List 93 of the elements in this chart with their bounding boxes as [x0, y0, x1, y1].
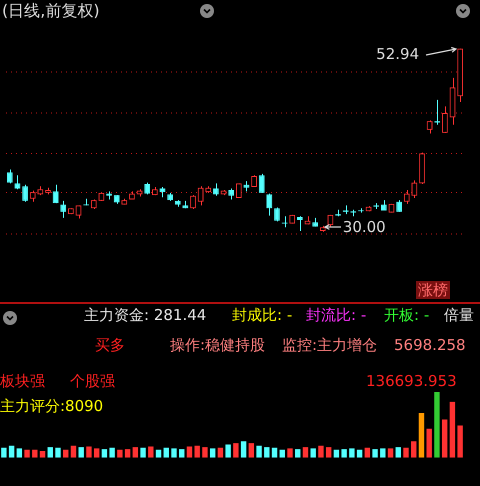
bar: [186, 446, 192, 458]
text: 板块强: [0, 372, 45, 391]
bar: [24, 450, 30, 458]
candlestick: [258, 173, 265, 194]
bar: [210, 448, 216, 458]
bar: [426, 428, 432, 458]
bar: [32, 450, 38, 458]
bar: [86, 446, 92, 458]
text: 涨榜: [416, 281, 450, 299]
bar: [179, 449, 184, 458]
bar: [280, 450, 285, 458]
candlestick: [14, 174, 20, 190]
bar: [326, 447, 332, 458]
candlestick: [297, 216, 303, 232]
bar: [264, 447, 270, 458]
bar: [109, 448, 115, 458]
bar: [318, 446, 324, 458]
bar: [94, 448, 100, 458]
bar: [310, 448, 316, 458]
chart-subtitle: (日线,前复权): [2, 1, 100, 22]
bar: [78, 447, 84, 458]
candlestick: [266, 193, 272, 216]
bar: [295, 449, 300, 458]
candlestick: [198, 186, 204, 206]
bar: [248, 443, 254, 458]
bar: [132, 447, 138, 458]
text: 倍量: [444, 306, 474, 325]
text: 监控:主力增仓: [282, 336, 378, 355]
bar: [148, 446, 154, 458]
bar: [341, 449, 347, 458]
annotation: 30.00: [342, 218, 386, 236]
bar: [411, 441, 416, 458]
candlestick: [412, 180, 418, 199]
bar: [287, 448, 293, 458]
text: 封成比: -: [232, 306, 292, 325]
candlestick: [160, 186, 166, 198]
bar: [164, 448, 169, 458]
text: 个股强: [70, 372, 115, 391]
annotation: 52.94: [376, 44, 420, 63]
bar: [302, 447, 308, 458]
bar: [450, 402, 456, 458]
candlestick: [22, 184, 28, 202]
bar: [1, 448, 7, 458]
bar: [16, 448, 22, 458]
bar: [349, 448, 355, 458]
text: 136693.953: [366, 372, 457, 390]
text: 买多: [95, 336, 125, 355]
bar: [156, 450, 162, 458]
bar: [48, 447, 53, 458]
bar: [171, 448, 177, 458]
bar: [117, 450, 123, 458]
text: 操作:稳健持股: [170, 336, 266, 355]
text: 主力资金: 281.44: [84, 306, 206, 325]
bar: [256, 446, 262, 458]
bar: [388, 448, 394, 458]
candlestick: [213, 182, 219, 196]
text: 封流比: -: [306, 306, 366, 325]
bar: [140, 448, 146, 458]
bar: [380, 448, 386, 458]
bar: [40, 451, 46, 458]
text: 5698.258: [394, 336, 466, 354]
bar: [457, 425, 463, 458]
candlestick: [190, 194, 196, 210]
candlestick: [52, 184, 58, 204]
bar: [418, 412, 424, 458]
bar: [434, 392, 440, 458]
candlestick: [76, 204, 82, 220]
bar: [372, 449, 378, 458]
annotation: 主力评分:8090: [0, 397, 104, 416]
bar: [124, 449, 130, 458]
candlestick: [274, 207, 280, 222]
candlestick: [328, 214, 334, 228]
candlestick: [6, 168, 13, 184]
candlestick: [60, 200, 66, 218]
bar: [63, 450, 68, 458]
bar: [8, 446, 14, 458]
candlestick: [144, 182, 150, 195]
bar: [442, 420, 448, 458]
bar: [225, 444, 231, 458]
candlestick: [442, 106, 448, 134]
bar: [356, 450, 362, 458]
candlestick: [30, 190, 36, 202]
bar: [233, 443, 239, 458]
bar: [102, 449, 108, 458]
bar: [396, 447, 401, 458]
bar: [240, 441, 246, 458]
text: 开板: -: [384, 306, 430, 325]
bar: [194, 446, 200, 458]
bar: [202, 447, 208, 458]
bar: [334, 450, 340, 458]
bar: [364, 448, 370, 458]
bar: [70, 446, 76, 458]
bar: [218, 448, 224, 458]
